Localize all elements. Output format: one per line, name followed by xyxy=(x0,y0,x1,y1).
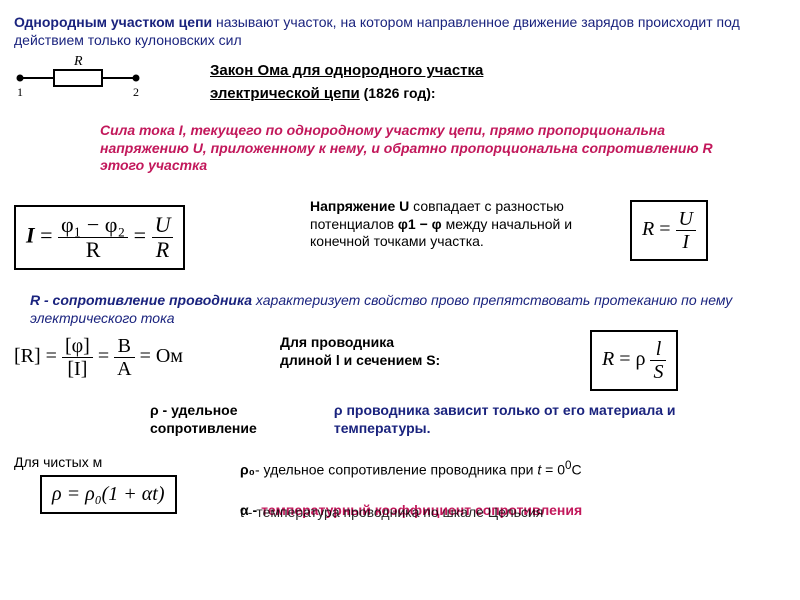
rho-row: ρ - удельное сопротивление ρ проводника … xyxy=(150,402,750,437)
rho0-text: ρ₀- удельное сопротивление проводника пр… xyxy=(240,459,720,479)
title-line1: Закон Ома для однородного участка xyxy=(210,62,483,79)
circuit-svg: R 1 2 xyxy=(14,56,144,100)
svg-text:R: R xyxy=(73,56,83,69)
resistance-lead: R - сопротивление проводника xyxy=(30,292,252,308)
alpha-row: α - температурный коэффициент сопротивле… xyxy=(240,502,760,521)
metals-label: Для чистых м xyxy=(14,454,134,472)
svg-text:2: 2 xyxy=(133,85,139,99)
formula-I-box: I = φ₁ − φ₂R = UR xyxy=(14,205,185,270)
ohm-law-text: Сила тока I, текущего по однородному уча… xyxy=(100,122,740,175)
rho-label: ρ - удельное сопротивление xyxy=(150,402,330,437)
title-line2: электрической цепи xyxy=(210,85,360,102)
rho0-rest: - удельное сопротивление проводника при xyxy=(255,462,537,478)
formula-units: [R] = [φ][I] = ВА = Ом xyxy=(14,335,183,380)
title-block: Закон Ома для однородного участка электр… xyxy=(210,58,770,108)
resistance-text: R - сопротивление проводника характеризу… xyxy=(30,292,770,327)
scale-overlay: t - температура проводника по шкале Цель… xyxy=(240,504,543,520)
rho-note: ρ проводника зависит только от его матер… xyxy=(334,402,714,437)
svg-text:1: 1 xyxy=(17,85,23,99)
conductor-text: Для проводника длиной l и сечением S: xyxy=(280,334,500,369)
voltage-phi: φ1 − φ xyxy=(398,216,442,232)
rho0-lead: ρ₀ xyxy=(240,462,255,478)
formula-R-box: R = UI xyxy=(630,200,708,261)
voltage-lead: Напряжение U xyxy=(310,198,409,214)
intro-lead: Однородным участком цепи xyxy=(14,14,212,30)
conductor-line2: длиной l и сечением S: xyxy=(280,352,440,368)
formula-rhoT-box: ρ = ρ₀(1 + αt) xyxy=(40,475,177,514)
title-year: (1826 год): xyxy=(360,85,436,101)
conductor-line1: Для проводника xyxy=(280,334,394,350)
ohm-text: Сила тока I, текущего по однородному уча… xyxy=(100,122,713,173)
formula-rho-box: R = ρ lS xyxy=(590,330,678,391)
voltage-note: Напряжение U совпадает с разностью потен… xyxy=(310,198,590,251)
intro-paragraph: Однородным участком цепи называют участо… xyxy=(14,14,774,49)
circuit-diagram: R 1 2 xyxy=(14,56,144,100)
